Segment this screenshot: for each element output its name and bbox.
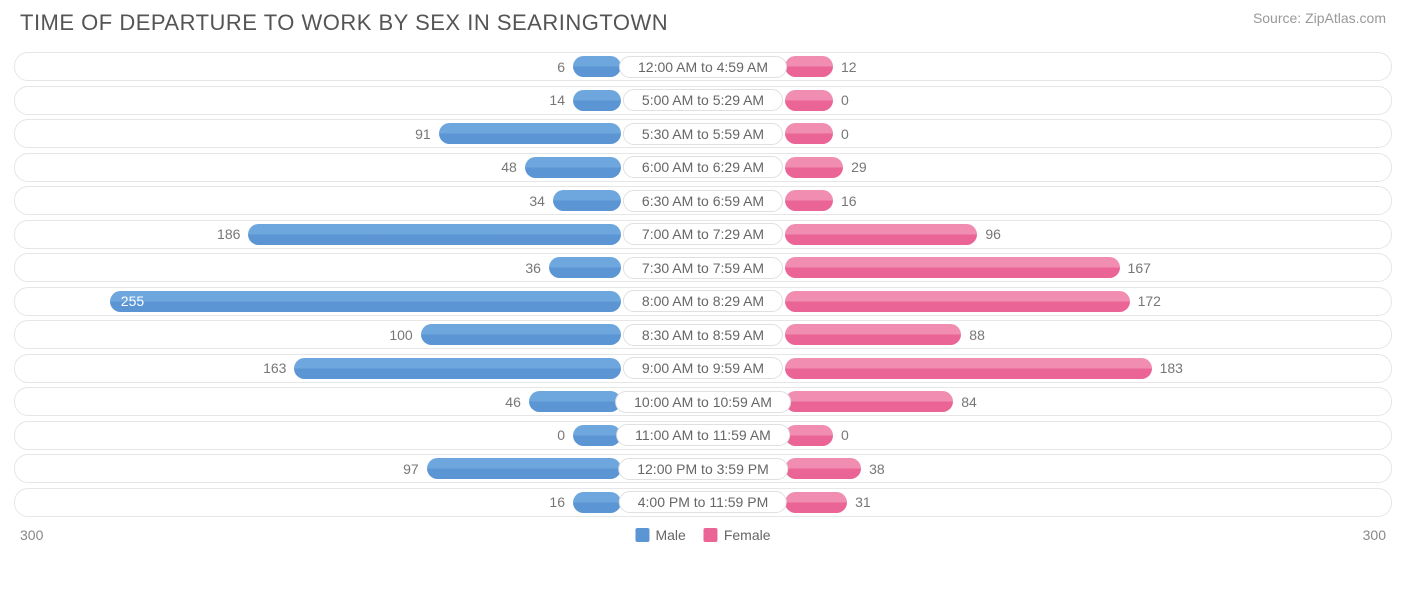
female-bar: [785, 257, 1120, 278]
female-bar: [785, 358, 1152, 379]
female-value: 38: [869, 461, 885, 477]
chart-row: 6:00 AM to 6:29 AM 48 29: [14, 153, 1392, 182]
male-bar: [525, 157, 621, 178]
axis-label-right: 300: [1363, 527, 1386, 543]
male-value: 0: [557, 427, 565, 443]
row-time-label: 8:30 AM to 8:59 AM: [623, 324, 783, 346]
row-time-label: 12:00 PM to 3:59 PM: [618, 458, 788, 480]
female-value: 12: [841, 59, 857, 75]
male-bar: [248, 224, 621, 245]
male-value: 163: [263, 360, 286, 376]
row-time-label: 5:30 AM to 5:59 AM: [623, 123, 783, 145]
legend-label-female: Female: [724, 527, 771, 543]
legend-item-female: Female: [704, 527, 771, 543]
female-value: 31: [855, 494, 871, 510]
male-value: 36: [525, 260, 541, 276]
legend-swatch-female: [704, 528, 718, 542]
female-value: 0: [841, 427, 849, 443]
male-bar: [573, 425, 621, 446]
female-bar: [785, 492, 847, 513]
row-time-label: 10:00 AM to 10:59 AM: [615, 391, 791, 413]
legend-item-male: Male: [635, 527, 685, 543]
female-bar: [785, 157, 843, 178]
chart-area: 12:00 AM to 4:59 AM 6 12 5:00 AM to 5:29 AM…: [0, 52, 1406, 517]
male-bar: [549, 257, 621, 278]
row-time-label: 7:00 AM to 7:29 AM: [623, 223, 783, 245]
male-value: 97: [403, 461, 419, 477]
female-value: 172: [1138, 293, 1161, 309]
female-value: 0: [841, 126, 849, 142]
male-bar: [573, 56, 621, 77]
female-bar: [785, 90, 833, 111]
male-value: 100: [389, 327, 412, 343]
male-bar: [427, 458, 621, 479]
male-bar: [110, 291, 621, 312]
male-bar: [573, 492, 621, 513]
male-value: 48: [501, 159, 517, 175]
row-time-label: 12:00 AM to 4:59 AM: [619, 56, 787, 78]
chart-row: 6:30 AM to 6:59 AM 34 16: [14, 186, 1392, 215]
female-bar: [785, 391, 953, 412]
female-bar: [785, 458, 861, 479]
chart-row: 10:00 AM to 10:59 AM 46 84: [14, 387, 1392, 416]
chart-row: 8:00 AM to 8:29 AM 255 172: [14, 287, 1392, 316]
chart-header: TIME OF DEPARTURE TO WORK BY SEX IN SEAR…: [0, 0, 1406, 52]
chart-footer: 300 Male Female 300: [0, 521, 1406, 543]
chart-row: 7:30 AM to 7:59 AM 36 167: [14, 253, 1392, 282]
male-bar: [421, 324, 621, 345]
legend-swatch-male: [635, 528, 649, 542]
chart-title: TIME OF DEPARTURE TO WORK BY SEX IN SEAR…: [20, 10, 668, 36]
row-time-label: 6:30 AM to 6:59 AM: [623, 190, 783, 212]
chart-source: Source: ZipAtlas.com: [1253, 10, 1386, 26]
female-bar: [785, 324, 961, 345]
female-value: 84: [961, 394, 977, 410]
male-value: 255: [121, 293, 144, 309]
chart-row: 5:00 AM to 5:29 AM 14 0: [14, 86, 1392, 115]
legend-label-male: Male: [655, 527, 685, 543]
chart-row: 11:00 AM to 11:59 AM 0 0: [14, 421, 1392, 450]
male-bar: [294, 358, 621, 379]
row-time-label: 4:00 PM to 11:59 PM: [619, 491, 787, 513]
female-value: 183: [1160, 360, 1183, 376]
female-value: 96: [985, 226, 1001, 242]
axis-label-left: 300: [20, 527, 43, 543]
male-value: 16: [549, 494, 565, 510]
row-time-label: 9:00 AM to 9:59 AM: [623, 357, 783, 379]
female-bar: [785, 190, 833, 211]
chart-row: 5:30 AM to 5:59 AM 91 0: [14, 119, 1392, 148]
female-value: 88: [969, 327, 985, 343]
female-value: 29: [851, 159, 867, 175]
female-bar: [785, 291, 1130, 312]
female-bar: [785, 425, 833, 446]
male-bar: [529, 391, 621, 412]
female-bar: [785, 224, 977, 245]
chart-row: 7:00 AM to 7:29 AM 186 96: [14, 220, 1392, 249]
row-time-label: 8:00 AM to 8:29 AM: [623, 290, 783, 312]
chart-row: 12:00 PM to 3:59 PM 97 38: [14, 454, 1392, 483]
male-bar: [573, 90, 621, 111]
male-value: 6: [557, 59, 565, 75]
row-time-label: 5:00 AM to 5:29 AM: [623, 89, 783, 111]
male-value: 14: [549, 92, 565, 108]
row-time-label: 6:00 AM to 6:29 AM: [623, 156, 783, 178]
male-value: 34: [529, 193, 545, 209]
male-bar: [439, 123, 621, 144]
chart-row: 9:00 AM to 9:59 AM 163 183: [14, 354, 1392, 383]
female-value: 16: [841, 193, 857, 209]
female-bar: [785, 123, 833, 144]
male-value: 91: [415, 126, 431, 142]
row-time-label: 7:30 AM to 7:59 AM: [623, 257, 783, 279]
row-time-label: 11:00 AM to 11:59 AM: [616, 424, 790, 446]
chart-row: 12:00 AM to 4:59 AM 6 12: [14, 52, 1392, 81]
female-value: 0: [841, 92, 849, 108]
male-bar: [553, 190, 621, 211]
legend: Male Female: [635, 527, 770, 543]
female-value: 167: [1128, 260, 1151, 276]
male-value: 186: [217, 226, 240, 242]
chart-row: 4:00 PM to 11:59 PM 16 31: [14, 488, 1392, 517]
chart-row: 8:30 AM to 8:59 AM 100 88: [14, 320, 1392, 349]
male-value: 46: [505, 394, 521, 410]
female-bar: [785, 56, 833, 77]
